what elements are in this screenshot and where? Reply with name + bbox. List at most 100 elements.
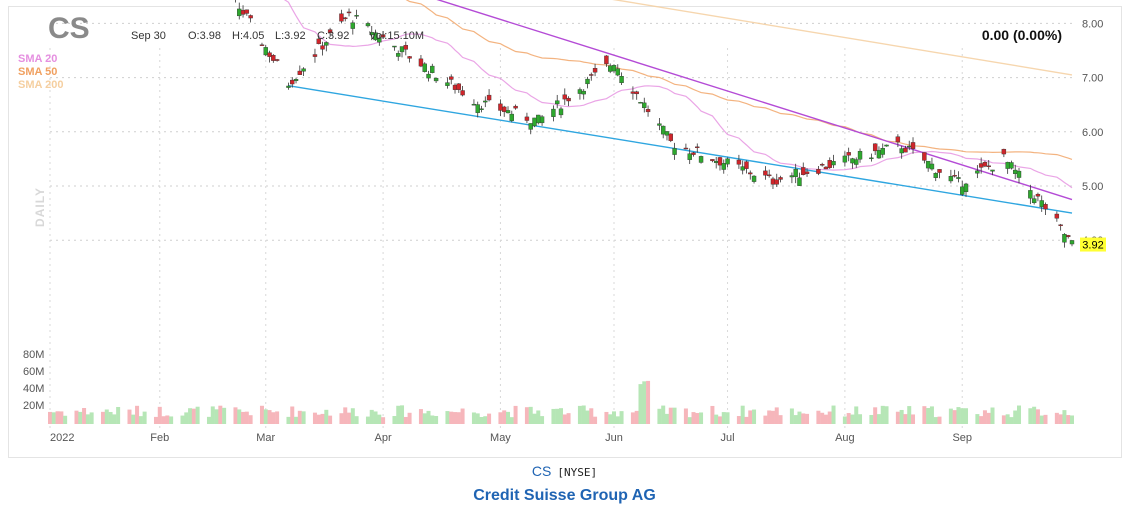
volume-bar	[801, 413, 806, 424]
volume-bar	[630, 412, 635, 424]
candle-body	[634, 91, 639, 95]
candle-body	[907, 145, 912, 148]
volume-bar	[85, 414, 90, 424]
candle-body	[740, 166, 745, 171]
volume-bar	[982, 410, 987, 424]
volume-bar	[619, 411, 624, 424]
candle-body	[1009, 162, 1014, 169]
candle-body	[823, 166, 829, 170]
volume-bar	[218, 405, 223, 424]
price-tick-label: 5.00	[1082, 181, 1103, 193]
volume-bar	[403, 416, 408, 424]
candle-body	[407, 56, 412, 59]
volume-bar	[960, 408, 965, 424]
candle-body	[380, 34, 386, 38]
candle-body	[244, 9, 250, 14]
candle-body	[615, 68, 620, 76]
candle-body	[354, 15, 359, 17]
volume-bar	[1039, 415, 1044, 424]
candle-body	[975, 170, 980, 174]
volume-bar	[979, 416, 984, 424]
volume-bar	[895, 411, 900, 424]
candle-body	[638, 102, 643, 104]
candle-body	[513, 105, 518, 109]
candle-body	[895, 136, 901, 143]
volume-bar	[1054, 412, 1059, 424]
candle-body	[929, 163, 935, 170]
company-name-link[interactable]: Credit Suisse Group AG	[473, 487, 656, 504]
volume-bar	[471, 412, 476, 424]
volume-bar	[566, 413, 571, 424]
volume-bar	[51, 412, 56, 424]
volume-bar	[381, 417, 386, 424]
volume-bar	[112, 414, 117, 424]
candle-body	[486, 94, 492, 101]
candle-body	[922, 152, 927, 161]
volume-bar	[528, 406, 533, 424]
volume-bar	[1066, 415, 1071, 424]
volume-bar	[831, 405, 836, 424]
date-tick-label: 2022	[50, 432, 74, 444]
volume-bar	[354, 416, 359, 424]
volume-bar	[259, 405, 264, 424]
volume-bar	[763, 415, 768, 424]
volume-bar	[233, 407, 238, 424]
candle-body	[589, 74, 594, 76]
chart-frame	[8, 6, 1122, 458]
date-tick-label: Sep	[952, 432, 972, 444]
volume-bar	[343, 407, 348, 424]
candle-body	[869, 157, 874, 160]
candle-body	[645, 109, 651, 113]
volume-bar	[286, 416, 291, 424]
candle-body	[770, 178, 776, 185]
volume-bar	[82, 408, 87, 424]
candle-body	[899, 148, 904, 154]
candle-body	[509, 113, 514, 121]
volume-bar	[593, 416, 598, 424]
volume-bar	[664, 413, 669, 424]
candle-body	[661, 125, 666, 135]
candle-body	[1035, 193, 1041, 197]
candle-body	[479, 108, 484, 110]
volume-bar	[1032, 406, 1037, 424]
candle-body	[664, 131, 670, 136]
volume-bar	[55, 411, 60, 424]
volume-bar	[138, 416, 143, 424]
candle-body	[558, 108, 564, 116]
footer-symbol-link[interactable]: CS	[531, 463, 552, 479]
candle-body	[751, 175, 757, 182]
last-price-label: 3.92	[1082, 240, 1103, 252]
candle-body	[339, 13, 344, 22]
volume-bar	[222, 407, 227, 424]
candle-body	[695, 146, 700, 149]
volume-bar	[699, 412, 704, 424]
price-tick-label: 6.00	[1082, 127, 1103, 139]
date-tick-label: Jun	[605, 432, 623, 444]
high-value: H:4.05	[232, 30, 265, 42]
candle-body	[778, 177, 783, 180]
candle-body	[422, 63, 427, 72]
candle-body	[373, 32, 378, 41]
volume-bar	[479, 417, 484, 424]
candle-body	[475, 104, 480, 113]
volume-bar	[188, 408, 193, 424]
volume-bar	[672, 407, 677, 424]
date-tick-label: Mar	[256, 432, 275, 444]
volume-bar	[161, 416, 166, 424]
volume-bar	[339, 413, 344, 424]
volume-bar	[297, 410, 302, 424]
period-label: DAILY	[32, 187, 47, 227]
candle-body	[456, 83, 461, 90]
candle-body	[611, 65, 617, 72]
volume-bar	[611, 411, 616, 424]
candle-body	[1062, 234, 1067, 243]
volume-bar	[820, 412, 825, 424]
candle-body	[1054, 213, 1060, 219]
volume-bar	[952, 410, 957, 424]
volume-bar	[740, 405, 745, 424]
candle-body	[608, 65, 613, 72]
volume-bar	[922, 406, 927, 424]
volume-bar	[241, 411, 246, 424]
volume-bar	[275, 411, 280, 424]
